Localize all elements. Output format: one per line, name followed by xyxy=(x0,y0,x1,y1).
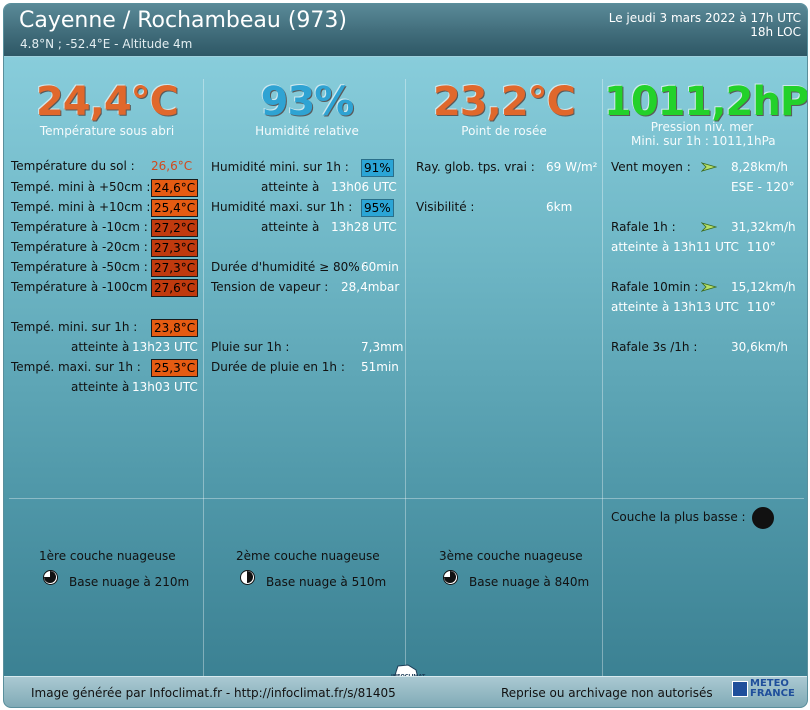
station-coords: 4.8°N ; -52.4°E - Altitude 4m xyxy=(20,37,193,51)
visibility-label: Visibilité : xyxy=(416,200,475,214)
gust-10min-direction: 110° xyxy=(747,300,776,314)
footer-credit: Image générée par Infoclimat.fr - http:/… xyxy=(31,686,396,700)
soil-temp-badge: 25,4°C xyxy=(151,199,199,217)
radiation-value: 69 W/m² xyxy=(546,160,598,174)
dewpoint-label: Point de rosée xyxy=(461,124,547,138)
soil-temp-label: Tempé. mini à +50cm : xyxy=(11,180,151,194)
header-bar: Cayenne / Rochambeau (973) 4.8°N ; -52.4… xyxy=(4,4,807,57)
ground-temp-value: 26,6°C xyxy=(151,159,193,173)
cloud-layer-3-base: Base nuage à 840m xyxy=(469,575,590,589)
vapor-pressure-label: Tension de vapeur : xyxy=(211,280,329,294)
temp-max-label: Tempé. maxi. sur 1h : xyxy=(11,360,141,374)
cloud-cover-icon xyxy=(43,570,58,585)
wind-direction-icon xyxy=(701,162,717,172)
humidity-duration-value: 60min xyxy=(361,260,399,274)
gust-10min-at: atteinte à 13h13 UTC xyxy=(611,300,739,314)
temp-min-badge: 23,8°C xyxy=(151,319,199,337)
soil-temp-label: Température à -50cm : xyxy=(11,260,148,274)
hum-min-at-value: 13h06 UTC xyxy=(331,180,397,194)
rain-value: 7,3mm xyxy=(361,340,404,354)
temperature-label: Température sous abri xyxy=(39,124,175,138)
temp-min-label: Tempé. mini. sur 1h : xyxy=(11,320,138,334)
column-divider xyxy=(203,79,204,679)
soil-temp-label: Température à -100cm : xyxy=(11,280,156,294)
cloud-layer-1-title: 1ère couche nuageuse xyxy=(39,549,176,563)
row-divider xyxy=(9,498,804,499)
cloud-cover-icon xyxy=(443,570,458,585)
rain-duration-value: 51min xyxy=(361,360,399,374)
gust-1h-label: Rafale 1h : xyxy=(611,220,676,234)
column-divider xyxy=(405,79,406,679)
soil-temp-badge: 27,2°C xyxy=(151,219,199,237)
wind-direction-icon xyxy=(701,222,717,232)
soil-temp-badge: 24,6°C xyxy=(151,179,199,197)
hum-min-badge: 91% xyxy=(361,159,394,177)
visibility-value: 6km xyxy=(546,200,573,214)
gust-1h-direction: 110° xyxy=(747,240,776,254)
soil-temp-label: Température à -10cm : xyxy=(11,220,148,234)
gust-10min-label: Rafale 10min : xyxy=(611,280,699,294)
humidity-label: Humidité relative xyxy=(255,124,359,138)
cloud-cover-icon xyxy=(240,570,255,585)
hum-max-at-value: 13h28 UTC xyxy=(331,220,397,234)
meteo-france-logo: METEO FRANCE xyxy=(750,679,795,699)
gust-1h-value: 31,32km/h xyxy=(731,220,796,234)
station-title: Cayenne / Rochambeau (973) xyxy=(19,8,348,33)
soil-temp-badge: 27,6°C xyxy=(151,279,199,297)
humidity-duration-label: Durée d'humidité ≥ 80% : xyxy=(211,260,368,274)
meteo-france-line2: FRANCE xyxy=(750,688,795,699)
gust-1h-at: atteinte à 13h11 UTC xyxy=(611,240,739,254)
ground-temp-label: Température du sol : xyxy=(11,159,135,173)
hum-min-label: Humidité mini. sur 1h : xyxy=(211,160,349,174)
cloud-layer-3-title: 3ème couche nuageuse xyxy=(439,549,583,563)
rain-duration-label: Durée de pluie en 1h : xyxy=(211,360,345,374)
wind-direction-icon xyxy=(701,282,717,292)
footer-bar: Image générée par Infoclimat.fr - http:/… xyxy=(4,676,807,707)
pressure-mini-value: 1011,1hPa xyxy=(712,134,776,148)
wind-mean-label: Vent moyen : xyxy=(611,160,691,174)
column-divider xyxy=(602,79,603,679)
temp-max-at-label: atteinte à xyxy=(71,380,130,394)
hum-max-badge: 95% xyxy=(361,199,394,217)
meteo-france-logo-icon xyxy=(732,681,748,697)
wind-mean-value: 8,28km/h xyxy=(731,160,789,174)
weather-card: Cayenne / Rochambeau (973) 4.8°N ; -52.4… xyxy=(3,3,808,708)
vapor-pressure-value: 28,4mbar xyxy=(341,280,400,294)
soil-temp-badge: 27,3°C xyxy=(151,259,199,277)
gust-3s-value: 30,6km/h xyxy=(731,340,789,354)
soil-temp-label: Température à -20cm : xyxy=(11,240,148,254)
hum-min-at-label: atteinte à xyxy=(261,180,320,194)
pressure-label: Pression niv. mer xyxy=(650,120,754,134)
date-utc: Le jeudi 3 mars 2022 à 17h UTC xyxy=(608,11,801,25)
dewpoint-value: 23,2°C xyxy=(432,79,576,125)
lowest-layer-cloud-icon xyxy=(752,507,774,529)
meteo-france-line1: METEO xyxy=(750,678,789,689)
observation-date: Le jeudi 3 mars 2022 à 17h UTC 18h LOC xyxy=(609,11,801,39)
pressure-mini-label: Mini. sur 1h : xyxy=(631,134,709,148)
temp-min-at-value: 13h23 UTC xyxy=(132,340,198,354)
pressure-value: 1011,2hPa xyxy=(604,79,808,125)
temp-max-at-value: 13h03 UTC xyxy=(132,380,198,394)
temp-max-badge: 25,3°C xyxy=(151,359,199,377)
temp-min-at-label: atteinte à xyxy=(71,340,130,354)
cloud-layer-1-base: Base nuage à 210m xyxy=(69,575,190,589)
gust-10min-value: 15,12km/h xyxy=(731,280,796,294)
gust-3s-label: Rafale 3s /1h : xyxy=(611,340,698,354)
humidity-value: 93% xyxy=(260,79,355,125)
footer-rights: Reprise ou archivage non autorisés xyxy=(501,686,713,700)
soil-temp-badge: 27,3°C xyxy=(151,239,199,257)
temperature-value: 24,4°C xyxy=(35,79,179,125)
cloud-layer-2-base: Base nuage à 510m xyxy=(266,575,387,589)
soil-temp-label: Tempé. mini à +10cm : xyxy=(11,200,151,214)
cloud-layer-2-title: 2ème couche nuageuse xyxy=(236,549,380,563)
rain-label: Pluie sur 1h : xyxy=(211,340,290,354)
hum-max-label: Humidité maxi. sur 1h : xyxy=(211,200,353,214)
radiation-label: Ray. glob. tps. vrai : xyxy=(416,160,535,174)
lowest-layer-label: Couche la plus basse : xyxy=(611,510,746,524)
date-local: 18h LOC xyxy=(750,25,801,39)
hum-max-at-label: atteinte à xyxy=(261,220,320,234)
wind-direction: ESE - 120° xyxy=(731,180,795,194)
